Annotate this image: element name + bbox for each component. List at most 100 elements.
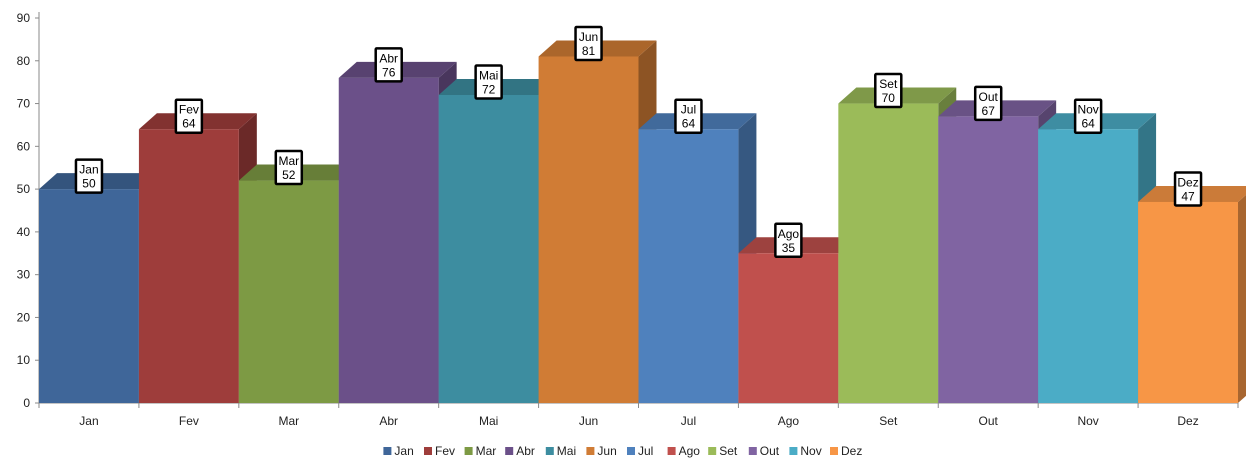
legend-swatch	[748, 447, 757, 455]
data-label-category: Abr	[379, 51, 398, 65]
y-tick-label: 70	[17, 97, 31, 111]
bar-nov	[1038, 113, 1157, 403]
legend-label: Jan	[394, 444, 413, 458]
legend-label: Abr	[516, 444, 535, 458]
data-label-box	[1173, 171, 1203, 207]
chart-bars	[39, 40, 1246, 404]
legend-label: Ago	[679, 444, 701, 458]
data-label-value: 50	[82, 177, 96, 191]
legend-label: Out	[760, 444, 780, 458]
data-label-category: Jul	[681, 103, 696, 117]
data-label-category: Out	[979, 90, 999, 104]
bar-front-face	[538, 56, 639, 403]
legend-label: Nov	[800, 444, 821, 458]
bar-front-face	[1038, 129, 1139, 403]
legend-label: Jun	[597, 444, 616, 458]
data-label-value: 52	[282, 168, 296, 182]
y-tick-label: 30	[17, 268, 31, 282]
data-label-box	[74, 158, 104, 194]
data-label-value: 81	[582, 44, 596, 58]
legend-swatch	[627, 447, 635, 455]
data-label-value: 76	[382, 65, 396, 79]
legend-swatch	[789, 447, 798, 455]
bar-front-face	[138, 129, 239, 403]
x-tick-label: Jun	[579, 414, 598, 428]
data-label-box	[374, 47, 403, 83]
x-tick-label: Dez	[1177, 414, 1198, 428]
bar-front-face	[338, 77, 439, 403]
data-label-category: Mar	[278, 154, 299, 168]
legend-swatch	[383, 447, 392, 455]
legend-swatch	[586, 447, 595, 455]
bar-side-face	[1238, 194, 1246, 403]
data-label-box	[474, 64, 503, 100]
bar-front-face	[238, 180, 339, 403]
legend-swatch	[505, 447, 514, 455]
y-tick-label: 80	[17, 54, 31, 68]
data-label-value: 72	[482, 83, 496, 97]
y-tick-label: 10	[17, 353, 31, 367]
x-tick-label: Abr	[379, 414, 398, 428]
legend-item-nov: Nov	[789, 444, 822, 458]
data-label-value: 64	[1081, 117, 1095, 131]
legend-label: Fev	[435, 444, 455, 458]
legend-item-jun: Jun	[586, 444, 617, 458]
data-label-box	[574, 25, 603, 62]
data-label-box	[874, 72, 903, 109]
bar-front-face	[1138, 201, 1238, 403]
data-label-box	[274, 149, 304, 186]
legend-swatch	[708, 447, 717, 455]
bar-front-face	[838, 103, 939, 404]
legend-label: Mai	[557, 444, 576, 458]
y-tick-label: 40	[17, 225, 31, 239]
x-tick-label: Jan	[79, 414, 98, 428]
legend-item-jul: Jul	[627, 444, 653, 458]
y-tick-label: 50	[17, 182, 31, 196]
legend-label: Set	[719, 444, 738, 458]
data-label-box	[174, 98, 204, 134]
legend-item-set: Set	[708, 444, 738, 458]
legend-item-mai: Mai	[545, 444, 576, 458]
data-label-value: 47	[1181, 189, 1195, 203]
x-tick-label: Mar	[278, 414, 299, 428]
data-label-box	[774, 222, 803, 259]
legend-swatch	[830, 447, 838, 455]
data-label-category: Nov	[1077, 103, 1098, 117]
bar-front-face	[638, 129, 739, 403]
data-label-category: Ago	[778, 227, 800, 241]
bar-dez	[1138, 185, 1246, 403]
x-tick-label: Fev	[179, 414, 199, 428]
data-label-box	[973, 85, 1003, 122]
x-tick-label: Mai	[479, 414, 498, 428]
x-tick-label: Out	[979, 414, 999, 428]
bar-front-face	[39, 189, 139, 403]
data-label-category: Mai	[479, 69, 498, 83]
x-tick-label: Set	[879, 414, 898, 428]
data-label-box	[1073, 98, 1103, 134]
data-label-category: Fev	[179, 103, 199, 117]
legend-swatch	[424, 447, 432, 455]
x-tick-label: Jul	[681, 414, 696, 428]
legend-item-dez: Dez	[830, 444, 862, 458]
legend-item-mar: Mar	[464, 444, 496, 458]
legend-item-ago: Ago	[667, 444, 701, 458]
legend-swatch	[545, 447, 554, 455]
data-label-value: 70	[882, 91, 896, 105]
legend-swatch	[667, 447, 676, 455]
y-tick-label: 0	[23, 396, 30, 410]
legend-item-out: Out	[748, 444, 780, 458]
y-tick-label: 90	[17, 11, 31, 25]
